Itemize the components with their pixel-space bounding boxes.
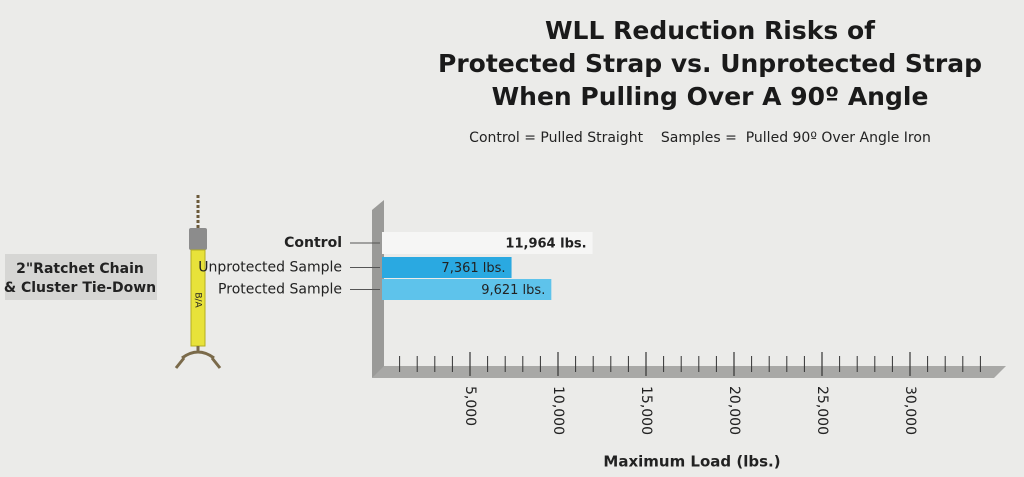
category-label: Unprotected Sample xyxy=(198,260,342,276)
product-illustration: B/A xyxy=(174,195,222,369)
category-label: Protected Sample xyxy=(218,282,342,298)
product-label: & Cluster Tie-Down xyxy=(4,280,156,296)
bar xyxy=(382,257,512,278)
value-label: 9,621 lbs. xyxy=(481,283,545,298)
x-tick-label: 20,000 xyxy=(726,386,742,435)
chart-title: WLL Reduction Risks of xyxy=(545,16,876,45)
product-label: 2"Ratchet Chain xyxy=(16,261,144,277)
x-axis-label: Maximum Load (lbs.) xyxy=(603,453,780,471)
category-label: Control xyxy=(284,235,342,251)
bar xyxy=(382,279,552,300)
x-tick-label: 15,000 xyxy=(638,386,654,435)
bar xyxy=(382,232,593,254)
product-label-box xyxy=(5,254,157,300)
chart-title: Protected Strap vs. Unprotected Strap xyxy=(438,49,982,78)
x-tick-label: 5,000 xyxy=(462,386,478,426)
x-tick-label: 10,000 xyxy=(550,386,566,435)
chart-title: When Pulling Over A 90º Angle xyxy=(492,82,929,111)
x-tick-label: 25,000 xyxy=(814,386,830,435)
axis-floor xyxy=(372,366,1006,378)
value-label: 11,964 lbs. xyxy=(505,237,586,252)
value-label: 7,361 lbs. xyxy=(441,261,505,276)
x-tick-label: 30,000 xyxy=(902,386,918,435)
svg-text:B/A: B/A xyxy=(193,292,203,308)
chart-subtitle: Control = Pulled Straight Samples = Pull… xyxy=(469,130,931,146)
